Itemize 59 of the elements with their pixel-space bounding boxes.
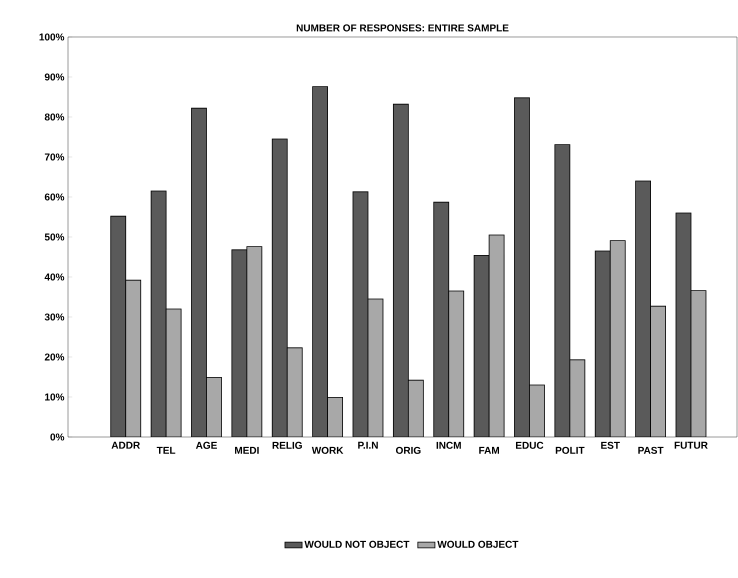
y-tick-label: 20% — [44, 353, 64, 361]
bar — [312, 86, 328, 437]
bar — [368, 298, 384, 437]
chart-title: NUMBER OF RESPONSES: ENTIRE SAMPLE — [296, 24, 509, 32]
legend-label: WOULD NOT OBJECT — [304, 540, 410, 548]
x-tick-label: ADDR — [112, 442, 140, 449]
x-tick-label: EDUC — [516, 442, 544, 449]
x-tick-label: AGE — [196, 442, 217, 449]
y-tick-label: 30% — [44, 313, 64, 321]
bar — [327, 397, 344, 437]
bar — [448, 290, 464, 437]
bar — [272, 138, 288, 437]
bar — [392, 104, 409, 437]
bar — [110, 216, 126, 437]
x-tick-label: RELIG — [272, 442, 302, 449]
y-tick-label: 40% — [44, 273, 64, 281]
bar — [488, 234, 505, 437]
y-tick-label: 50% — [44, 233, 64, 241]
bar — [433, 202, 450, 437]
bar — [690, 290, 706, 437]
y-tick-label: 70% — [44, 153, 64, 161]
x-tick-label: FAM — [479, 446, 500, 454]
bar — [635, 180, 652, 437]
x-tick-label: MEDI — [235, 446, 259, 454]
x-tick-label: EST — [601, 442, 620, 449]
bar — [166, 308, 182, 437]
bar — [676, 212, 692, 437]
x-tick-label: PAST — [638, 446, 664, 454]
bar — [594, 250, 611, 437]
x-tick-label: TEL — [156, 446, 176, 454]
bar — [246, 246, 262, 437]
y-tick-label: 60% — [44, 193, 64, 201]
y-tick-label: 0% — [50, 433, 64, 441]
legend-label: WOULD OBJECT — [437, 540, 518, 548]
bar — [529, 384, 545, 437]
bar — [650, 306, 666, 437]
bar — [191, 108, 207, 437]
x-tick-label: P.I.N — [358, 442, 378, 449]
y-tick-label: 80% — [44, 113, 64, 121]
x-tick-label: POLIT — [556, 446, 584, 454]
bar — [569, 359, 586, 437]
bar — [286, 347, 303, 437]
y-tick-label: 10% — [45, 393, 64, 401]
x-tick-label: ORIG — [396, 446, 421, 454]
bar — [610, 240, 626, 437]
x-tick-label: INCM — [436, 442, 461, 449]
y-tick-label: 100% — [40, 33, 64, 41]
bar — [408, 380, 424, 437]
y-tick-label: 90% — [44, 73, 64, 81]
bar — [554, 144, 570, 437]
bar — [206, 377, 222, 437]
bar — [231, 249, 248, 437]
bar — [514, 97, 530, 437]
bar — [474, 254, 490, 437]
bar — [352, 191, 368, 437]
x-tick-label: WORK — [312, 446, 344, 454]
bar — [150, 190, 167, 437]
bar — [126, 280, 141, 437]
x-tick-label: FUTUR — [674, 442, 708, 449]
